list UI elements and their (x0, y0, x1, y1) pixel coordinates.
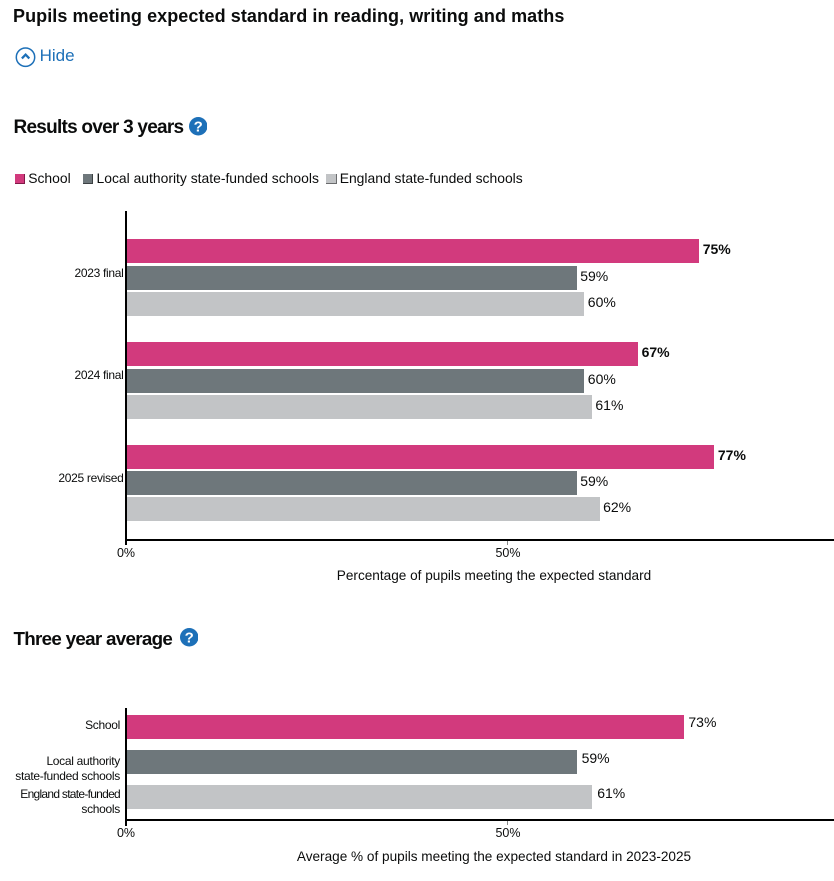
svg-text:?: ? (184, 630, 193, 647)
svg-text:?: ? (193, 119, 202, 136)
